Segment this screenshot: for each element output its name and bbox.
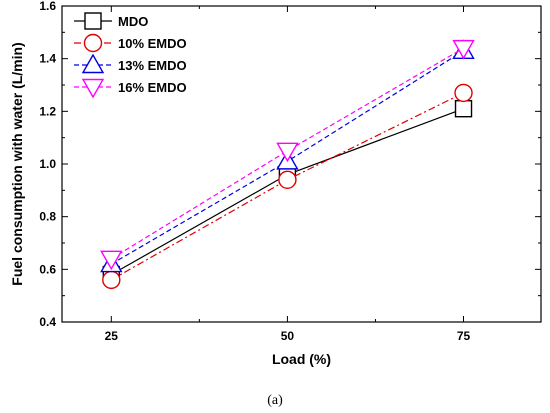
- data-point: [278, 170, 297, 190]
- data-point: [454, 83, 473, 103]
- y-tick-label: 1.0: [39, 157, 56, 171]
- series-group: [100, 39, 475, 290]
- legend-marker: [81, 78, 105, 99]
- data-point: [454, 99, 473, 118]
- series-line: [111, 92, 464, 281]
- axes: 25 50 75 0.4 0.6 0.8 1.0 1.2 1.4 1.6: [39, 0, 541, 343]
- data-point: [102, 270, 121, 290]
- legend-marker: [81, 53, 105, 74]
- y-axis-title: Fuel consumption with water (L/min): [9, 42, 25, 285]
- x-tick-label: 75: [457, 329, 471, 343]
- data-point: [452, 39, 475, 60]
- x-tick-label: 50: [281, 329, 295, 343]
- legend-label: 13% EMDO: [118, 58, 187, 73]
- y-tick-label: 0.6: [39, 262, 56, 276]
- series-16-emdo: [100, 39, 475, 271]
- series-line: [110, 47, 464, 260]
- x-axis-title: Load (%): [272, 351, 331, 367]
- series-10-emdo: [102, 83, 473, 290]
- data-point: [100, 250, 123, 271]
- legend-label: MDO: [118, 14, 148, 29]
- data-point: [276, 142, 299, 163]
- figure-caption: (a): [267, 393, 283, 408]
- legend-item: 13% EMDO: [74, 53, 187, 74]
- legend-item: 16% EMDO: [74, 78, 187, 99]
- y-tick-label: 0.8: [39, 210, 56, 224]
- legend-marker: [83, 33, 103, 53]
- legend-label: 10% EMDO: [118, 36, 187, 51]
- legend-item: MDO: [74, 12, 148, 30]
- legend-label: 16% EMDO: [118, 80, 187, 95]
- y-tick-label: 0.4: [39, 315, 56, 329]
- x-tick-label: 25: [105, 329, 119, 343]
- y-tick-label: 1.2: [39, 104, 56, 118]
- y-tick-label: 1.4: [39, 52, 56, 66]
- legend: MDO 10% EMDO 13% EMDO 16% EMDO: [74, 12, 187, 99]
- y-tick-label: 1.6: [39, 0, 56, 13]
- legend-item: 10% EMDO: [74, 33, 187, 53]
- series-mdo: [102, 99, 473, 284]
- legend-marker: [84, 12, 102, 30]
